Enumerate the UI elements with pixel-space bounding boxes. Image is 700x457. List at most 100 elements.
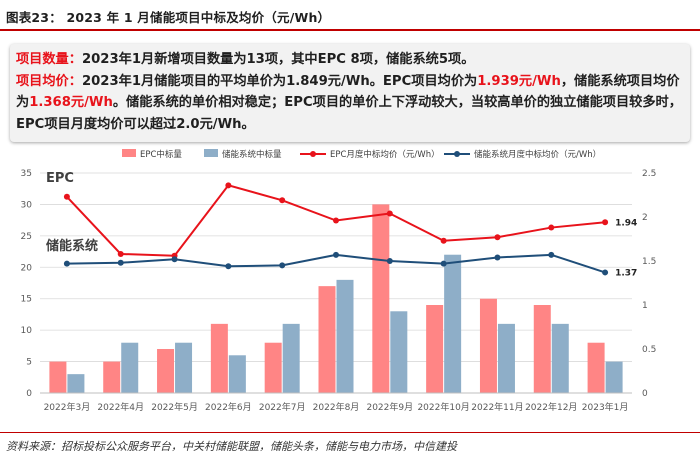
sys-bar — [444, 254, 462, 393]
x-tick-label: 2022年12月 — [525, 401, 577, 413]
chart-title: 图表23： 2023 年 1 月储能项目中标及均价（元/Wh） — [6, 10, 331, 25]
x-tick-label: 2022年6月 — [205, 401, 252, 413]
line-series — [63, 182, 609, 276]
y-right-tick-label: 0 — [642, 389, 648, 399]
project-count-label: 项目数量： — [16, 52, 82, 67]
x-tick-label: 2022年9月 — [366, 401, 413, 413]
sys-bar — [390, 311, 408, 393]
legend-sys-bar: 储能系统中标量 — [222, 149, 282, 160]
legend: EPC中标量 储能系统中标量 EPC月度中标均价（元/Wh） 储能系统月度中标均价（元… — [122, 149, 601, 160]
sys-series-label: 储能系统 — [45, 238, 98, 254]
legend-epc-bar: EPC中标量 — [140, 149, 182, 160]
y-left-tick-label: 20 — [21, 263, 33, 273]
project-price-text-a: 2023年1月储能项目的平均单价为1.849元/Wh。EPC项目均价为 — [81, 73, 478, 89]
sys-price-point — [548, 251, 555, 258]
sys-price-point — [494, 254, 501, 261]
combo-chart: EPC中标量 储能系统中标量 EPC月度中标均价（元/Wh） 储能系统月度中标均价（元… — [21, 149, 657, 413]
source-note: 资料来源：招标投标公众服务平台，中关村储能联盟，储能头条，储能与电力市场，中信建… — [6, 440, 457, 453]
epc-bar — [479, 298, 497, 393]
legend-sys-line: 储能系统月度中标均价（元/Wh） — [474, 149, 601, 160]
x-tick-label: 2023年1月 — [582, 401, 629, 413]
y-right-tick-label: 2 — [642, 213, 648, 223]
sys-price-highlight: 1.368元/Wh — [29, 95, 113, 110]
legend-epc-line-marker — [310, 151, 316, 157]
x-tick-label: 2022年3月 — [44, 401, 91, 413]
epc-bar — [157, 349, 175, 393]
project-price-text-c: 。储能系统的单价相对稳定；EPC项目的单价上下浮动较大，当较高单价的独立储能项目… — [16, 95, 682, 132]
sys-price-point — [225, 263, 232, 270]
sys-bar — [336, 279, 354, 393]
bar-series — [49, 204, 623, 393]
sys-price-point — [117, 259, 124, 266]
chart-header: 图表23： 2023 年 1 月储能项目中标及均价（元/Wh） — [0, 0, 700, 31]
project-price-label: 项目均价： — [16, 73, 82, 89]
epc-end-label: 1.94 — [615, 218, 637, 228]
epc-bar — [587, 342, 605, 393]
epc-price-point — [63, 193, 70, 200]
sys-bar — [282, 323, 300, 393]
y-left-tick-label: 5 — [26, 358, 32, 368]
epc-price-point — [117, 250, 124, 257]
x-tick-label: 2022年5月 — [151, 401, 198, 413]
legend-epc-bar-swatch — [122, 149, 136, 157]
epc-price-point — [440, 237, 447, 244]
epc-price-point — [225, 182, 232, 189]
sys-price-point — [440, 260, 447, 267]
epc-bar — [103, 361, 121, 393]
project-count-text: 2023年1月新增项目数量为13项，其中EPC 8项，储能系统5项。 — [81, 52, 475, 67]
y-left-tick-label: 0 — [26, 389, 32, 399]
x-tick-label: 2022年11月 — [471, 401, 523, 413]
epc-bar — [533, 305, 551, 393]
sys-price-point — [333, 251, 339, 258]
epc-bar — [264, 342, 282, 393]
y-right-tick-label: 0.5 — [642, 345, 656, 355]
sys-end-label: 1.37 — [615, 268, 637, 278]
sys-bar — [121, 342, 139, 393]
y-left-tick-label: 35 — [21, 169, 32, 179]
sys-bar — [605, 361, 623, 393]
sys-bar — [551, 323, 569, 393]
x-tick-label: 2022年8月 — [313, 401, 360, 413]
x-tick-label: 2022年10月 — [417, 401, 469, 413]
sys-price-point — [602, 269, 609, 276]
epc-price-highlight: 1.939元/Wh — [477, 73, 561, 89]
sys-price-point — [171, 256, 178, 263]
sys-price-point — [279, 262, 286, 269]
legend-sys-line-marker — [454, 151, 460, 157]
epc-bar — [49, 361, 67, 393]
axes: 0 5 10 15 20 25 30 35 0 0.5 1 1.5 2 2.5 2022年3月 2022年4月… — [21, 169, 657, 413]
sys-bar — [228, 355, 246, 393]
sys-bar — [497, 323, 515, 393]
epc-price-point — [333, 217, 339, 224]
y-right-tick-label: 2.5 — [642, 169, 656, 179]
sys-price-point — [386, 258, 393, 264]
epc-price-point — [279, 197, 286, 204]
epc-price-point — [494, 234, 501, 241]
y-left-tick-label: 30 — [21, 200, 33, 210]
epc-bar — [426, 305, 444, 393]
header-divider — [0, 29, 700, 31]
legend-sys-bar-swatch — [204, 149, 218, 157]
x-tick-label: 2022年4月 — [97, 401, 144, 413]
y-right-tick-label: 1 — [642, 301, 648, 311]
legend-epc-line: EPC月度中标均价（元/Wh） — [330, 149, 440, 160]
sys-bar — [175, 342, 193, 393]
epc-price-point — [548, 224, 555, 231]
project-price-text-b: ，储能系统项目均价为 — [16, 73, 680, 111]
x-tick-label: 2022年7月 — [259, 401, 306, 413]
y-left-tick-label: 15 — [21, 295, 32, 305]
y-left-tick-label: 10 — [21, 326, 33, 336]
epc-price-point — [386, 210, 393, 217]
chart-labels: EPC 储能系统 1.94 1.37 — [45, 171, 637, 278]
sys-bar — [67, 374, 85, 393]
sys-price-point — [63, 260, 70, 267]
epc-bar — [372, 204, 390, 393]
epc-bar — [210, 323, 228, 393]
epc-bar — [318, 286, 336, 393]
y-left-tick-label: 25 — [21, 232, 32, 242]
summary-box: 项目数量：2023年1月新增项目数量为13项，其中EPC 8项，储能系统5项。 … — [10, 44, 690, 142]
summary-text: 项目数量：2023年1月新增项目数量为13项，其中EPC 8项，储能系统5项。 … — [16, 49, 688, 135]
epc-series-label: EPC — [46, 171, 74, 186]
epc-price-point — [602, 219, 609, 226]
y-right-tick-label: 1.5 — [642, 257, 656, 267]
